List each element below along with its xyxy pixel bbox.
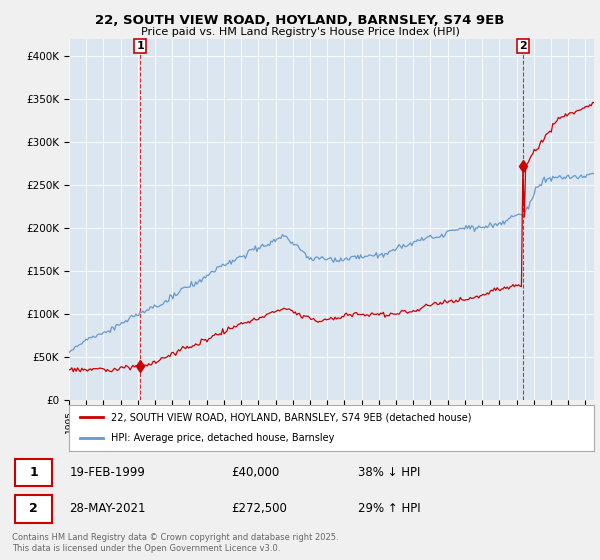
Text: 28-MAY-2021: 28-MAY-2021: [70, 502, 146, 515]
Text: 29% ↑ HPI: 29% ↑ HPI: [358, 502, 420, 515]
Text: 19-FEB-1999: 19-FEB-1999: [70, 466, 145, 479]
Text: 1: 1: [136, 41, 144, 51]
Text: 38% ↓ HPI: 38% ↓ HPI: [358, 466, 420, 479]
Text: Price paid vs. HM Land Registry's House Price Index (HPI): Price paid vs. HM Land Registry's House …: [140, 27, 460, 37]
Text: 1: 1: [29, 466, 38, 479]
Text: Contains HM Land Registry data © Crown copyright and database right 2025.
This d: Contains HM Land Registry data © Crown c…: [12, 533, 338, 553]
Text: 22, SOUTH VIEW ROAD, HOYLAND, BARNSLEY, S74 9EB (detached house): 22, SOUTH VIEW ROAD, HOYLAND, BARNSLEY, …: [111, 412, 472, 422]
Text: 2: 2: [519, 41, 527, 51]
FancyBboxPatch shape: [15, 459, 52, 486]
Text: 2: 2: [29, 502, 38, 515]
FancyBboxPatch shape: [15, 495, 52, 522]
Text: 22, SOUTH VIEW ROAD, HOYLAND, BARNSLEY, S74 9EB: 22, SOUTH VIEW ROAD, HOYLAND, BARNSLEY, …: [95, 14, 505, 27]
Text: HPI: Average price, detached house, Barnsley: HPI: Average price, detached house, Barn…: [111, 433, 334, 444]
Text: £40,000: £40,000: [231, 466, 279, 479]
Text: £272,500: £272,500: [231, 502, 287, 515]
